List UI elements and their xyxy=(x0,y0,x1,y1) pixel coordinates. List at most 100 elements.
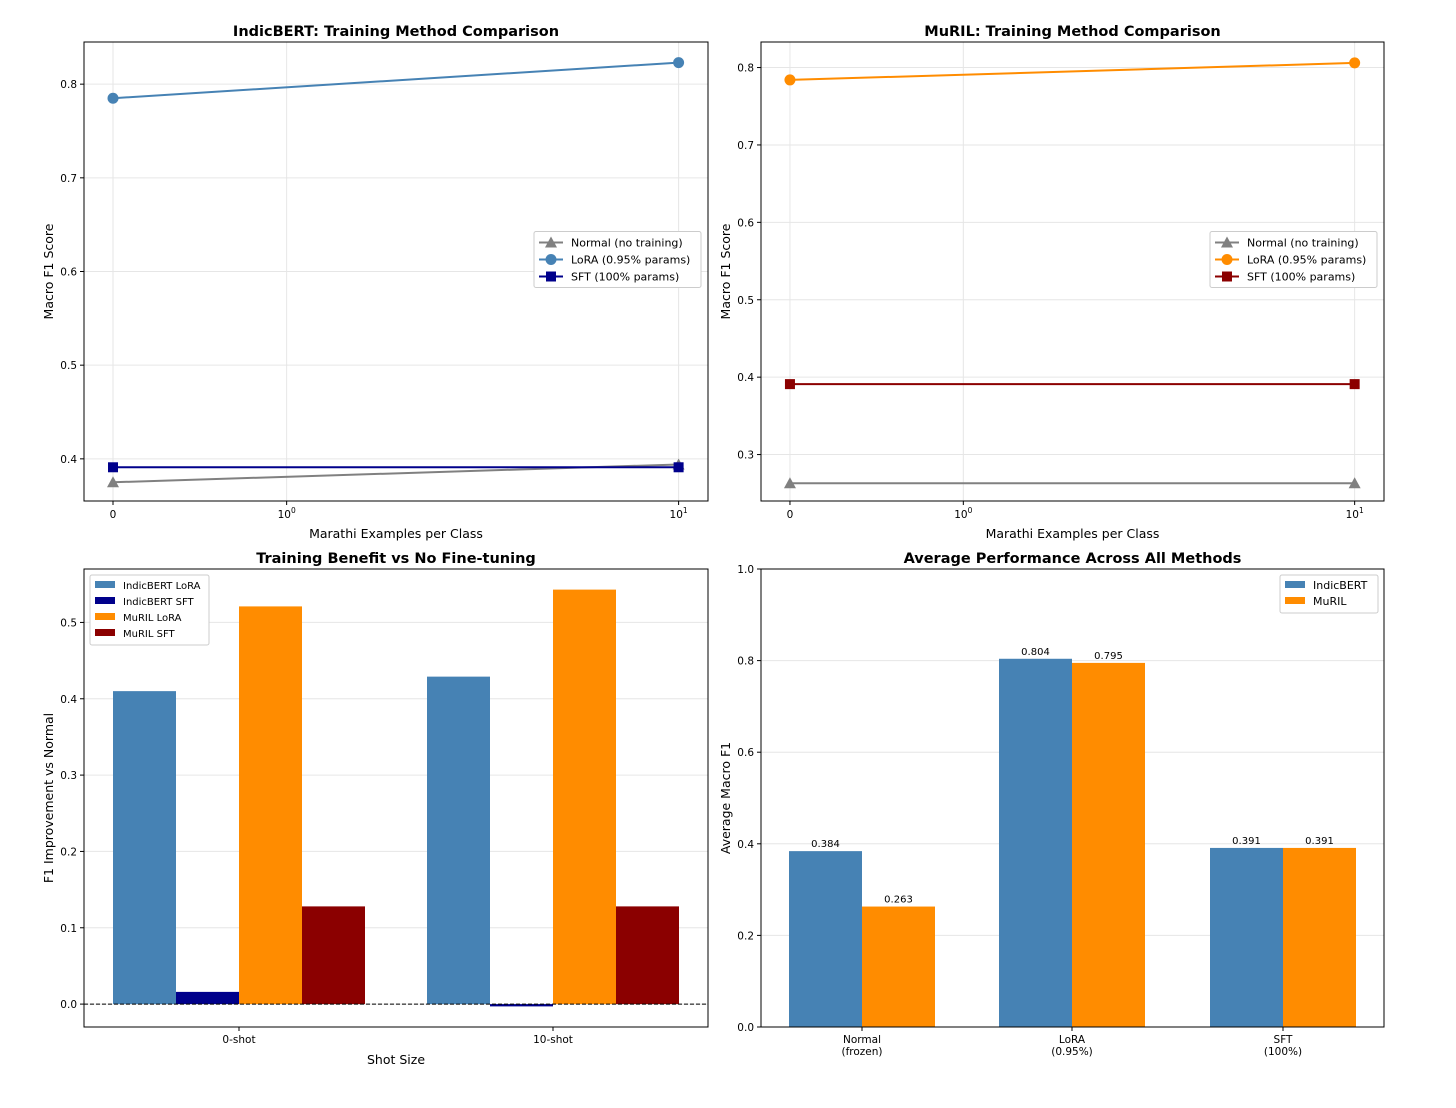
y-axis-label: Macro F1 Score xyxy=(718,223,733,319)
data-point xyxy=(107,92,119,104)
y-tick-label: 0.0 xyxy=(737,1022,754,1034)
x-tick-label: 0 xyxy=(110,509,117,521)
legend-label: Normal (no training) xyxy=(571,237,683,250)
legend-label: LoRA (0.95% params) xyxy=(571,254,690,267)
x-tick-label: (0.95%) xyxy=(1051,1046,1093,1058)
legend-label: Normal (no training) xyxy=(1247,237,1359,250)
bar xyxy=(113,691,176,1005)
x-tick-label: (frozen) xyxy=(841,1046,882,1058)
legend-swatch xyxy=(95,581,115,588)
legend-swatch xyxy=(1285,581,1305,588)
legend-swatch xyxy=(95,629,115,636)
legend xyxy=(1209,231,1378,288)
axes-frame xyxy=(760,568,1385,1028)
chart-2: MuRIL: Training Method Comparison 0.3 0.4 0… xyxy=(718,24,1385,541)
legend-swatch xyxy=(95,613,115,620)
chart-title: Training Benefit vs No Fine-tuning xyxy=(256,551,536,567)
legend-marker xyxy=(546,271,556,282)
legend-swatch xyxy=(95,597,115,604)
y-tick-label: 0.5 xyxy=(60,360,77,372)
bar xyxy=(553,589,616,1005)
chart-title: Average Performance Across All Methods xyxy=(904,551,1242,567)
x-tick-label: 0 xyxy=(787,509,794,521)
legend-label: MuRIL xyxy=(1313,595,1347,608)
y-tick-label: 0.6 xyxy=(737,217,754,229)
legend-label: SFT (100% params) xyxy=(1247,271,1355,284)
legend-marker xyxy=(1221,254,1233,265)
x-tick-label: Normal xyxy=(843,1034,881,1046)
chart-1: IndicBERT: Training Method Comparison 0.4… xyxy=(41,24,709,541)
bar xyxy=(1072,662,1145,1027)
y-tick-label: 0.8 xyxy=(737,656,754,668)
legend-label: SFT (100% params) xyxy=(571,271,679,284)
legend xyxy=(89,574,210,646)
bar-value-label: 0.263 xyxy=(884,895,913,906)
legend-label: MuRIL LoRA xyxy=(123,613,182,624)
bar xyxy=(862,906,935,1027)
chart-title: IndicBERT: Training Method Comparison xyxy=(233,24,559,40)
chart-title: MuRIL: Training Method Comparison xyxy=(924,24,1220,40)
x-tick-label: 101 xyxy=(1346,506,1364,521)
data-point xyxy=(1349,379,1360,390)
series-line xyxy=(789,61,1355,81)
data-point xyxy=(783,477,796,489)
data-point xyxy=(784,74,796,86)
bar xyxy=(490,1004,553,1007)
y-tick-label: 0.0 xyxy=(60,999,77,1011)
y-tick-label: 0.4 xyxy=(737,372,754,384)
bar xyxy=(789,851,862,1027)
x-tick-label: 100 xyxy=(954,506,972,521)
bar xyxy=(239,606,302,1005)
bar-value-label: 0.391 xyxy=(1232,836,1261,847)
bar xyxy=(999,658,1072,1027)
legend xyxy=(533,231,702,288)
x-tick-label: (100%) xyxy=(1264,1046,1302,1058)
x-tick-label: LoRA xyxy=(1059,1034,1086,1046)
x-axis-label: Marathi Examples per Class xyxy=(309,526,483,541)
bar xyxy=(427,676,490,1005)
bar xyxy=(302,906,365,1005)
x-axis-label: Marathi Examples per Class xyxy=(986,526,1160,541)
y-tick-label: 0.2 xyxy=(60,846,77,858)
bar-value-label: 0.384 xyxy=(811,839,840,850)
y-tick-label: 0.7 xyxy=(737,140,754,152)
data-point xyxy=(107,476,120,488)
y-tick-label: 0.7 xyxy=(60,173,77,185)
y-tick-label: 1.0 xyxy=(737,564,754,576)
legend-marker xyxy=(545,236,557,248)
y-tick-label: 0.8 xyxy=(737,63,754,75)
bar-value-label: 0.795 xyxy=(1094,651,1123,662)
y-tick-label: 0.2 xyxy=(737,930,754,942)
legend-marker xyxy=(1222,271,1232,282)
y-tick-label: 0.3 xyxy=(60,770,77,782)
y-tick-label: 0.8 xyxy=(60,79,77,91)
legend-label: LoRA (0.95% params) xyxy=(1247,254,1366,267)
axes-frame xyxy=(760,41,1385,502)
y-tick-label: 0.5 xyxy=(60,617,77,629)
series-line xyxy=(112,61,679,100)
bar xyxy=(1283,847,1356,1027)
bar-value-label: 0.804 xyxy=(1021,647,1050,658)
legend-marker xyxy=(545,254,557,265)
legend-swatch xyxy=(1285,597,1305,604)
data-point xyxy=(1349,57,1361,69)
data-point xyxy=(673,462,684,473)
legend-label: IndicBERT LoRA xyxy=(123,581,201,592)
legend-marker xyxy=(1221,236,1233,248)
bar xyxy=(1210,847,1283,1027)
legend-label: MuRIL SFT xyxy=(123,629,176,640)
data-point xyxy=(108,462,119,473)
y-tick-label: 0.5 xyxy=(737,295,754,307)
chart-4: Average Performance Across All Methods 0.… xyxy=(718,551,1385,1058)
chart-3: Training Benefit vs No Fine-tuning 0.0 0.1… xyxy=(41,551,709,1067)
x-tick-label: 10-shot xyxy=(533,1034,573,1046)
y-axis-label: Average Macro F1 xyxy=(718,742,733,854)
y-tick-label: 0.3 xyxy=(737,450,754,462)
x-tick-label: 0-shot xyxy=(222,1034,255,1046)
y-tick-label: 0.6 xyxy=(737,747,754,759)
y-tick-label: 0.4 xyxy=(60,454,77,466)
y-axis-label: Macro F1 Score xyxy=(41,223,56,319)
bar xyxy=(616,906,679,1005)
y-tick-label: 0.6 xyxy=(60,267,77,279)
